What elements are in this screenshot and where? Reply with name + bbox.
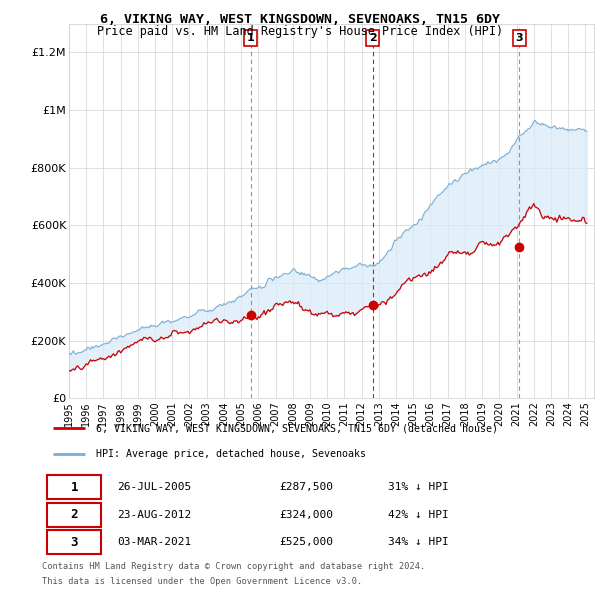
Text: 03-MAR-2021: 03-MAR-2021 <box>118 537 192 547</box>
Text: 23-AUG-2012: 23-AUG-2012 <box>118 510 192 520</box>
Text: 31% ↓ HPI: 31% ↓ HPI <box>388 483 448 493</box>
FancyBboxPatch shape <box>47 530 101 554</box>
FancyBboxPatch shape <box>47 503 101 527</box>
Text: £287,500: £287,500 <box>280 483 334 493</box>
FancyBboxPatch shape <box>47 476 101 499</box>
Text: £324,000: £324,000 <box>280 510 334 520</box>
Text: 2: 2 <box>369 33 377 43</box>
Text: 6, VIKING WAY, WEST KINGSDOWN, SEVENOAKS, TN15 6DY (detached house): 6, VIKING WAY, WEST KINGSDOWN, SEVENOAKS… <box>96 423 498 433</box>
Text: 2: 2 <box>71 508 78 522</box>
Text: £525,000: £525,000 <box>280 537 334 547</box>
Text: 1: 1 <box>71 481 78 494</box>
Text: 34% ↓ HPI: 34% ↓ HPI <box>388 537 448 547</box>
Text: 42% ↓ HPI: 42% ↓ HPI <box>388 510 448 520</box>
Text: 26-JUL-2005: 26-JUL-2005 <box>118 483 192 493</box>
Text: 6, VIKING WAY, WEST KINGSDOWN, SEVENOAKS, TN15 6DY: 6, VIKING WAY, WEST KINGSDOWN, SEVENOAKS… <box>100 13 500 26</box>
Text: This data is licensed under the Open Government Licence v3.0.: This data is licensed under the Open Gov… <box>42 577 362 586</box>
Text: 3: 3 <box>71 536 78 549</box>
Text: HPI: Average price, detached house, Sevenoaks: HPI: Average price, detached house, Seve… <box>96 449 366 459</box>
Text: Price paid vs. HM Land Registry's House Price Index (HPI): Price paid vs. HM Land Registry's House … <box>97 25 503 38</box>
Text: 3: 3 <box>515 33 523 43</box>
Text: Contains HM Land Registry data © Crown copyright and database right 2024.: Contains HM Land Registry data © Crown c… <box>42 562 425 571</box>
Text: 1: 1 <box>247 33 254 43</box>
